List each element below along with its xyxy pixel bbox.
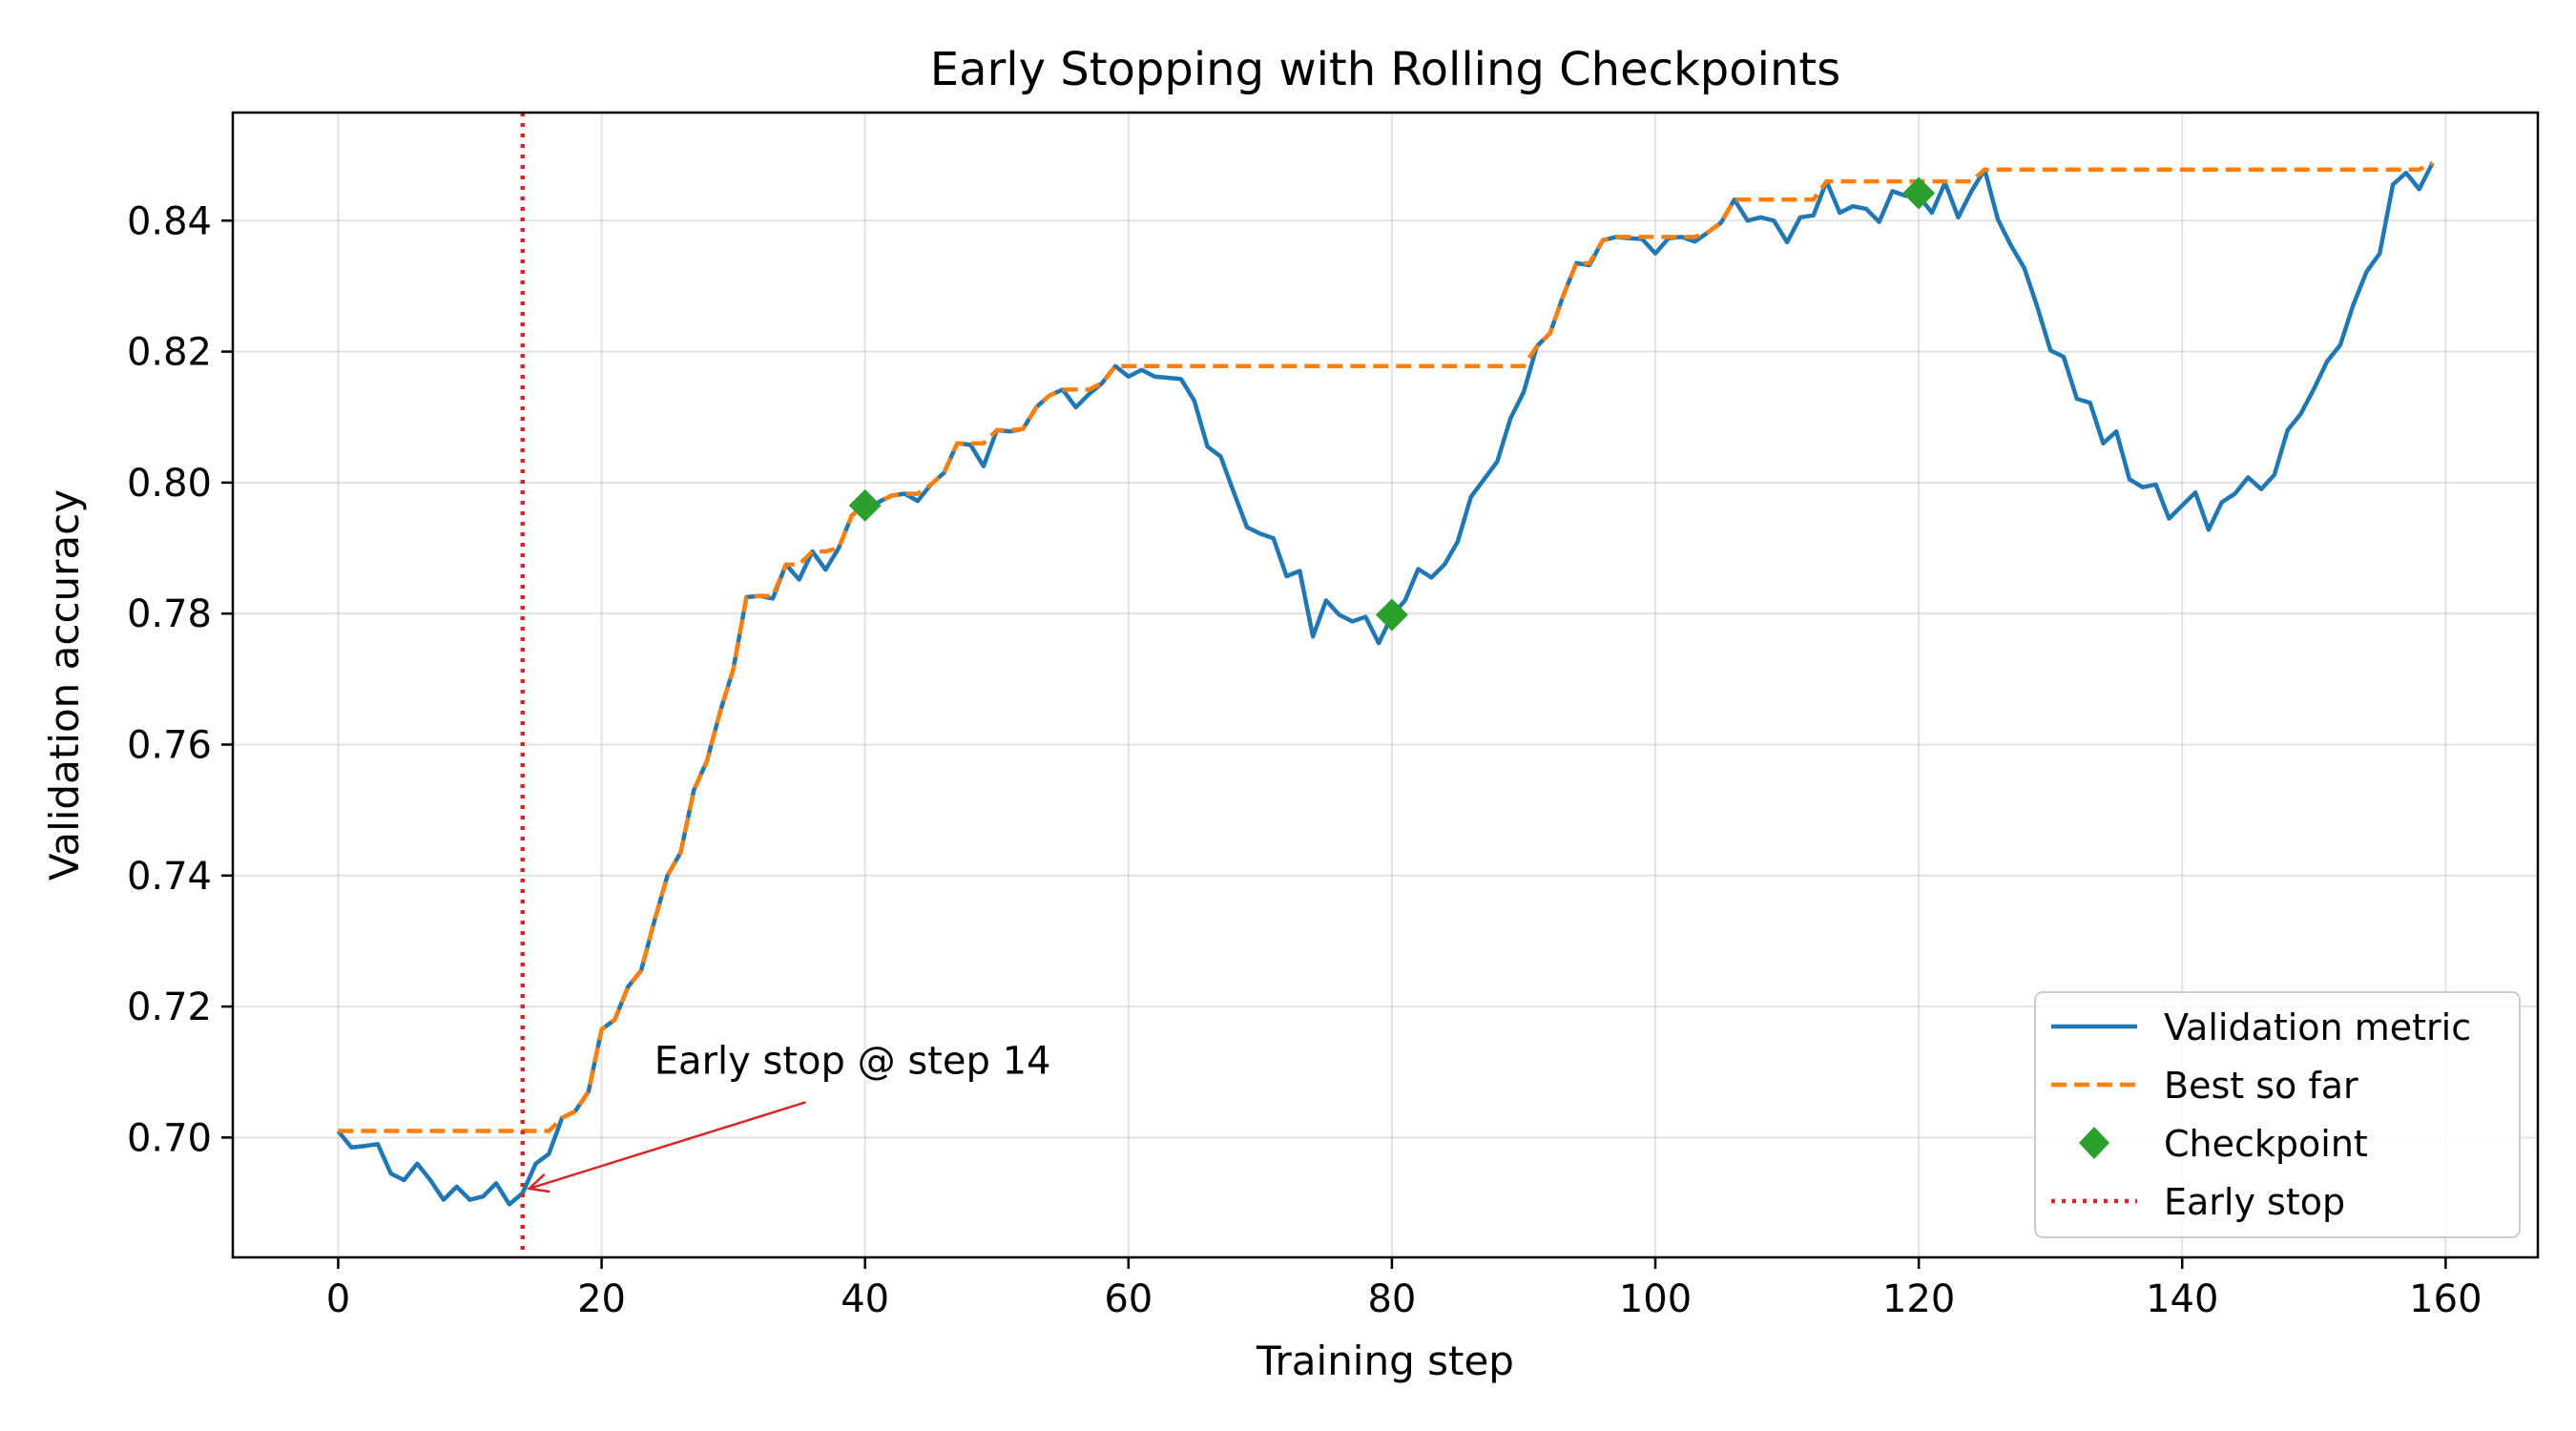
checkpoint-marker	[1375, 598, 1408, 632]
y-tick-label: 0.70	[127, 1116, 212, 1160]
y-tick-label: 0.74	[127, 855, 212, 899]
y-tick-label: 0.82	[127, 331, 212, 375]
legend-label-early-stop: Early stop	[2164, 1181, 2345, 1223]
x-tick-label: 140	[2146, 1277, 2218, 1321]
legend: Validation metric Best so far Checkpoint…	[2034, 991, 2521, 1238]
annotation-text: Early stop @ step 14	[654, 1039, 1051, 1083]
series-layer	[336, 113, 2435, 1257]
y-tick-label: 0.76	[127, 723, 212, 767]
x-tick-label: 60	[1104, 1277, 1153, 1321]
y-tick-label: 0.84	[127, 199, 212, 243]
x-tick-label: 120	[1882, 1277, 1955, 1321]
y-axis-label: Validation accuracy	[41, 489, 88, 881]
x-tick-label: 80	[1367, 1277, 1416, 1321]
legend-label-validation: Validation metric	[2164, 1006, 2471, 1048]
plot-frame	[231, 111, 2540, 1259]
tick-layer: 0 20 40 60 80 100 120 140 160 0.70 0.72 0.74 0.76 0.7…	[127, 199, 2483, 1321]
legend-label-best: Best so far	[2164, 1065, 2358, 1107]
chart-title: Early Stopping with Rolling Checkpoints	[930, 43, 1840, 96]
x-tick-label: 20	[577, 1277, 626, 1321]
x-tick-label: 100	[1619, 1277, 1692, 1321]
legend-swatch-checkpoint	[2079, 1127, 2109, 1159]
best-so-far-line	[338, 160, 2434, 1133]
x-tick-label: 40	[841, 1277, 889, 1321]
annotation-arrow	[529, 1101, 806, 1191]
legend-label-checkpoint: Checkpoint	[2164, 1123, 2368, 1165]
x-tick-label: 0	[326, 1277, 350, 1321]
checkpoint-marker	[848, 488, 882, 522]
legend-box	[2034, 991, 2521, 1238]
y-tick-label: 0.78	[127, 592, 212, 636]
y-tick-label: 0.72	[127, 985, 212, 1029]
x-axis-label: Training step	[1256, 1338, 1514, 1384]
y-tick-label: 0.80	[127, 462, 212, 506]
annotation-arrowhead	[526, 1172, 551, 1193]
x-tick-label: 160	[2409, 1277, 2482, 1321]
annotation-layer: Early stop @ step 14	[526, 1039, 1051, 1193]
checkpoint-marker	[1902, 176, 1936, 210]
